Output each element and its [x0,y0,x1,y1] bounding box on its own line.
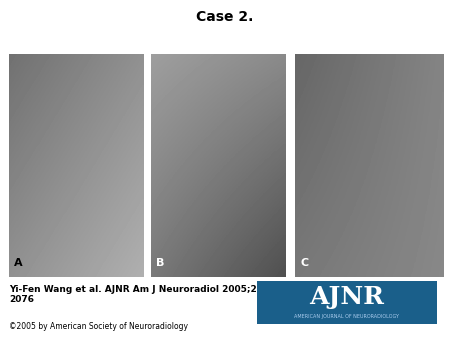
Text: C: C [301,258,309,268]
Text: B: B [156,258,165,268]
Text: Yi-Fen Wang et al. AJNR Am J Neuroradiol 2005;26:2067-
2076: Yi-Fen Wang et al. AJNR Am J Neuroradiol… [9,285,295,304]
Text: ©2005 by American Society of Neuroradiology: ©2005 by American Society of Neuroradiol… [9,322,188,331]
Text: A: A [14,258,23,268]
Text: AMERICAN JOURNAL OF NEURORADIOLOGY: AMERICAN JOURNAL OF NEURORADIOLOGY [294,314,399,319]
Text: Case 2.: Case 2. [196,10,254,24]
FancyBboxPatch shape [256,281,436,324]
Text: AJNR: AJNR [309,285,384,309]
